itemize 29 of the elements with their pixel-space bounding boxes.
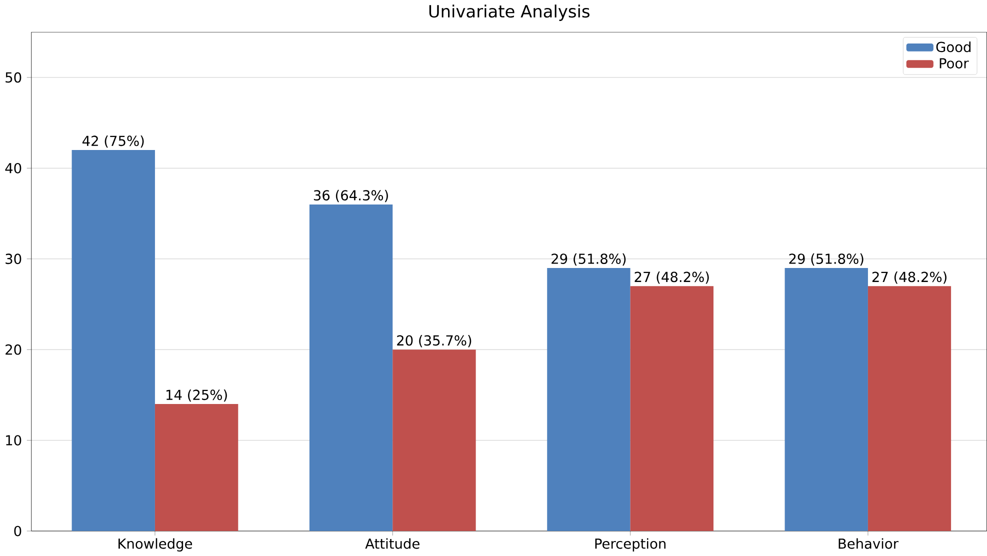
data-label: 36 (64.3%) bbox=[314, 190, 388, 202]
legend-label: Good bbox=[936, 41, 971, 52]
bar bbox=[547, 268, 630, 531]
bar bbox=[72, 150, 155, 531]
data-label: 20 (35.7%) bbox=[397, 334, 472, 348]
data-label: 14 (25%) bbox=[166, 389, 227, 402]
y-tick-label: 20 bbox=[6, 344, 22, 355]
x-tick-label: Attitude bbox=[365, 538, 420, 549]
x-tick-label: Perception bbox=[595, 538, 666, 552]
legend-label: Poor bbox=[940, 58, 969, 68]
bar bbox=[784, 268, 868, 531]
y-tick-label: 10 bbox=[6, 435, 22, 446]
y-tick-label: 40 bbox=[5, 162, 22, 174]
x-tick-label: Knowledge bbox=[118, 538, 192, 552]
data-label: 42 (75%) bbox=[82, 135, 144, 148]
bar bbox=[309, 204, 393, 531]
chart-title: Univariate Analysis bbox=[429, 4, 590, 21]
y-tick-label: 50 bbox=[6, 72, 22, 83]
y-tick-label: 30 bbox=[6, 254, 22, 264]
y-tick-label: 0 bbox=[14, 526, 22, 536]
bar bbox=[392, 350, 476, 531]
data-label: 27 (48.2%) bbox=[872, 271, 946, 284]
data-label: 29 (51.8%) bbox=[789, 253, 864, 266]
data-label: 29 (51.8%) bbox=[552, 253, 626, 266]
bar bbox=[868, 286, 952, 531]
bar bbox=[630, 286, 714, 531]
data-label: 27 (48.2%) bbox=[634, 271, 709, 284]
bar bbox=[154, 404, 238, 531]
x-tick-label: Behavior bbox=[838, 538, 898, 549]
